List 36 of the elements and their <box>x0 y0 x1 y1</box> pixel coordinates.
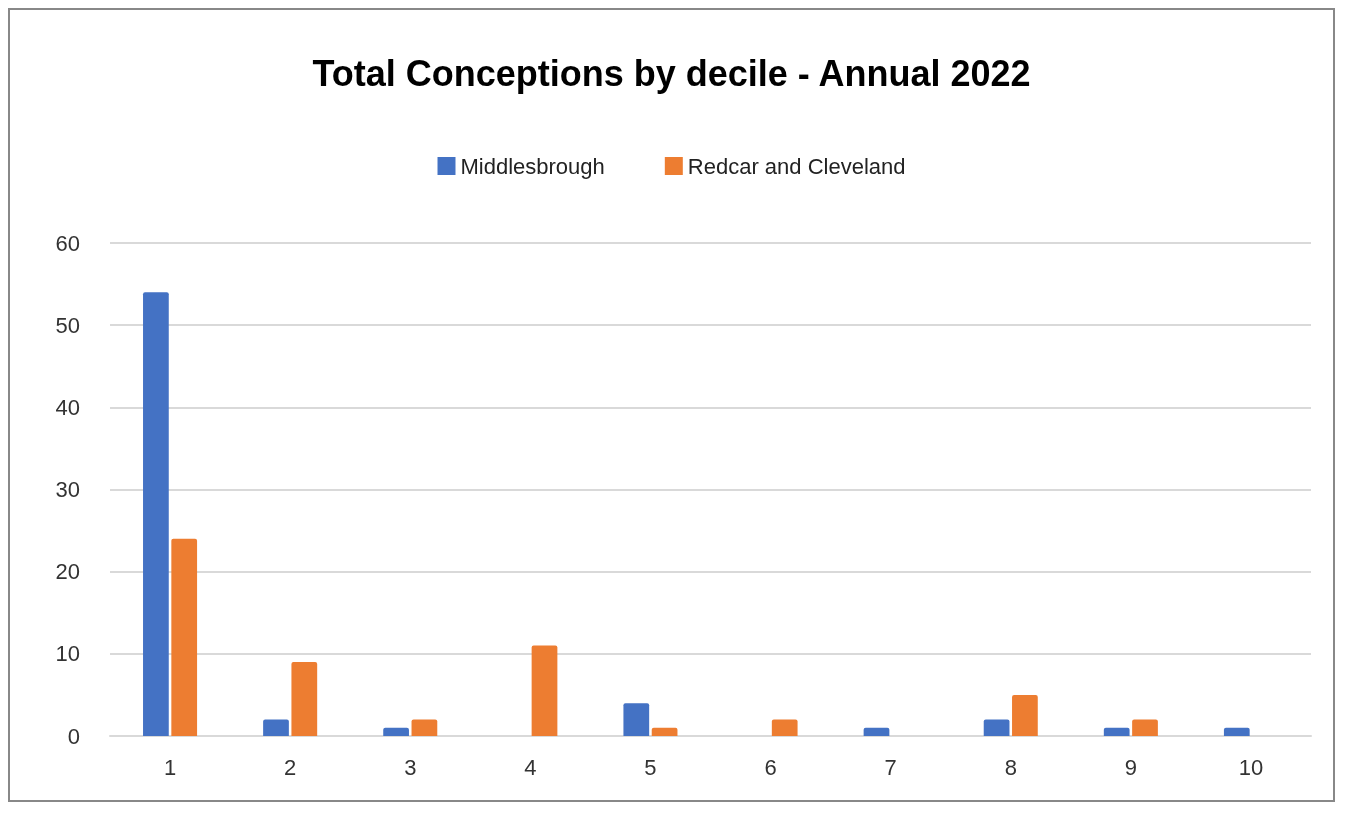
x-tick-label: 7 <box>884 754 897 780</box>
y-tick-label: 10 <box>55 641 80 667</box>
bar <box>1103 727 1130 736</box>
bar <box>171 538 198 736</box>
x-tick-label: 3 <box>404 754 417 780</box>
y-tick-label: 50 <box>55 312 80 338</box>
legend-label: Middlesbrough <box>460 153 605 179</box>
y-tick-label: 60 <box>55 230 80 256</box>
legend-label: Redcar and Cleveland <box>687 153 906 179</box>
bar <box>1223 727 1250 736</box>
x-tick-label: 8 <box>1004 754 1017 780</box>
bar <box>411 719 438 736</box>
x-tick-label: 6 <box>764 754 777 780</box>
bar <box>863 727 890 736</box>
bar <box>983 719 1010 736</box>
x-tick-label: 2 <box>284 754 297 780</box>
bar <box>531 645 558 736</box>
bar <box>383 727 409 736</box>
y-tick-label: 0 <box>67 723 80 749</box>
y-tick-label: 40 <box>55 394 80 420</box>
y-tick-label: 30 <box>55 477 80 502</box>
chart-title: Total Conceptions by decile - Annual 2022 <box>312 52 1031 94</box>
x-tick-label: 9 <box>1124 754 1137 780</box>
x-tick-label: 1 <box>163 754 177 780</box>
x-tick-label: 4 <box>524 754 537 780</box>
bar <box>291 662 318 736</box>
y-tick-label: 20 <box>55 559 80 585</box>
bar <box>623 703 650 736</box>
bar <box>263 719 289 736</box>
x-tick-label: 10 <box>1238 754 1264 780</box>
bar <box>1132 719 1158 736</box>
x-tick-label: 5 <box>644 754 657 780</box>
bar <box>1012 694 1038 736</box>
bar <box>771 719 798 736</box>
bar <box>651 727 678 736</box>
bar <box>143 292 169 736</box>
